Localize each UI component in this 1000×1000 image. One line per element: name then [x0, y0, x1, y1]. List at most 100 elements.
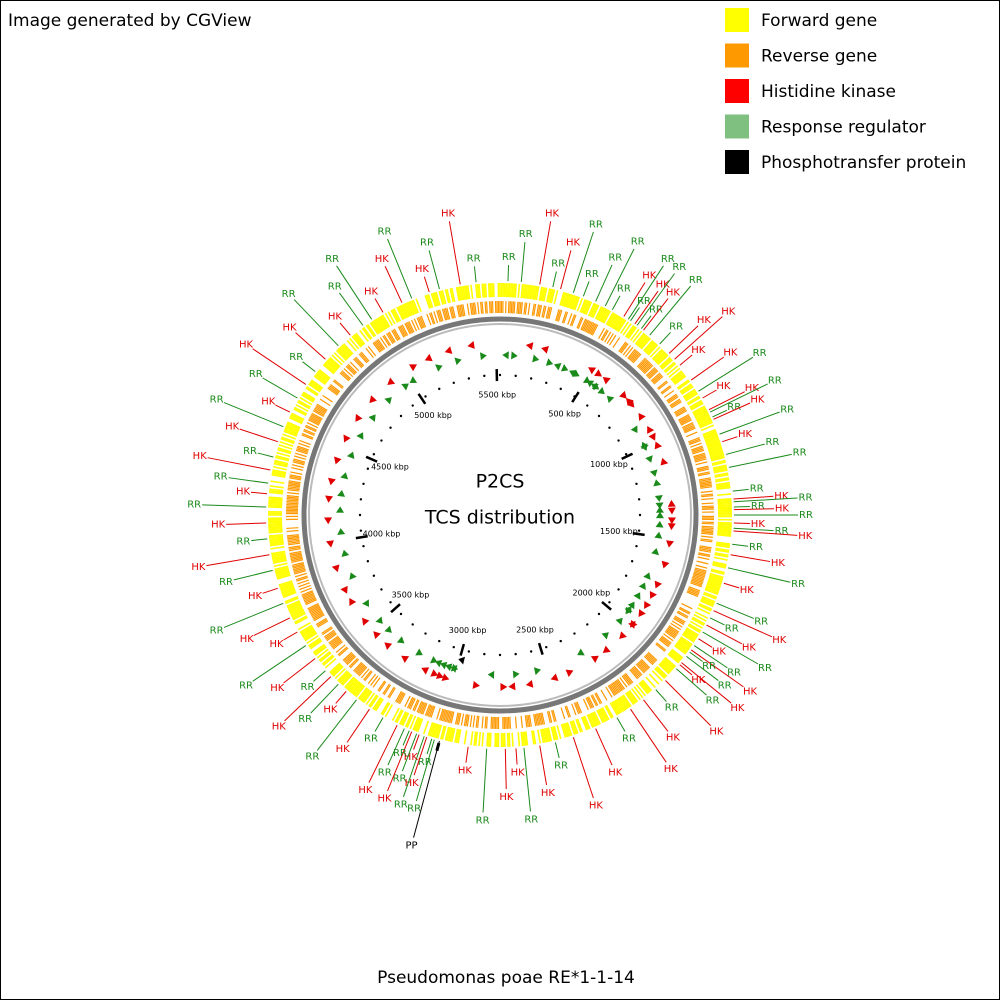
forward-gene — [717, 527, 732, 531]
forward-gene — [597, 307, 606, 321]
feature-label: HK — [589, 801, 604, 812]
forward-gene — [351, 682, 362, 695]
forward-gene — [375, 698, 384, 712]
forward-gene — [633, 686, 644, 699]
feature-line — [630, 307, 640, 322]
feature-label: HK — [608, 767, 623, 778]
forward-gene — [676, 379, 690, 389]
scale-dot — [529, 650, 533, 653]
forward-gene — [602, 310, 612, 324]
feature-line — [713, 402, 751, 420]
forward-gene — [710, 453, 725, 459]
forward-gene — [409, 715, 417, 730]
forward-gene — [297, 399, 311, 409]
forward-gene — [342, 343, 354, 355]
forward-gene — [707, 580, 722, 586]
reverse-gene — [598, 327, 605, 339]
feature-line — [283, 631, 298, 641]
feature-label: HK — [270, 639, 285, 650]
forward-gene — [689, 399, 703, 409]
reverse-gene — [474, 302, 477, 315]
reverse-gene — [680, 417, 692, 425]
forward-gene — [716, 485, 731, 489]
reverse-gene — [582, 319, 589, 332]
forward-gene — [331, 664, 343, 676]
reverse-gene — [680, 419, 692, 426]
forward-gene — [483, 283, 486, 298]
reverse-gene — [563, 311, 569, 324]
reverse-gene — [490, 716, 493, 729]
feature-line — [716, 602, 754, 619]
forward-gene — [277, 448, 292, 455]
reverse-gene — [667, 627, 678, 636]
forward-gene — [715, 483, 731, 487]
reverse-gene — [619, 342, 628, 353]
reverse-gene — [472, 715, 476, 728]
reverse-gene — [315, 404, 327, 413]
reverse-gene — [322, 394, 333, 403]
feature-arrow — [560, 364, 569, 372]
reverse-gene — [600, 329, 608, 341]
feature-label: HK — [211, 520, 226, 531]
feature-label: HK — [336, 744, 351, 755]
forward-gene — [674, 375, 687, 386]
feature-arrow — [597, 386, 605, 395]
feature-line — [686, 655, 719, 681]
feature-line — [339, 292, 364, 326]
reverse-gene — [296, 446, 309, 452]
reverse-gene — [450, 306, 455, 319]
scale-dot — [372, 453, 376, 456]
reverse-gene — [302, 592, 315, 599]
reverse-gene — [378, 681, 387, 692]
forward-gene — [594, 306, 603, 320]
forward-gene — [399, 711, 407, 725]
reverse-gene — [688, 438, 701, 444]
forward-gene — [517, 283, 521, 298]
feature-arrow — [640, 443, 648, 451]
forward-gene — [697, 416, 711, 425]
forward-gene — [538, 286, 543, 301]
reverse-gene — [436, 310, 441, 323]
feature-line — [690, 649, 744, 688]
feature-line — [679, 664, 693, 676]
forward-gene — [535, 286, 540, 301]
feature-arrow — [661, 560, 670, 569]
forward-gene — [705, 436, 719, 443]
forward-gene — [609, 314, 619, 328]
forward-gene — [704, 588, 719, 596]
reverse-gene — [339, 372, 350, 382]
forward-gene — [413, 717, 421, 732]
forward-gene — [322, 655, 335, 666]
feature-label: RR — [249, 369, 263, 380]
forward-gene — [613, 700, 623, 714]
reverse-gene — [301, 591, 314, 598]
forward-gene — [680, 384, 693, 394]
reverse-gene — [322, 627, 333, 636]
reverse-gene — [372, 342, 381, 353]
feature-arrow — [336, 506, 345, 513]
forward-gene — [648, 673, 660, 685]
reverse-gene — [629, 669, 639, 680]
forward-gene — [614, 699, 624, 713]
forward-gene — [269, 538, 284, 542]
reverse-gene — [420, 702, 427, 715]
forward-gene — [268, 501, 283, 504]
feature-line — [402, 730, 410, 746]
feature-line — [659, 331, 672, 345]
scale-dot — [637, 529, 641, 532]
forward-gene — [712, 564, 727, 569]
feature-line — [426, 738, 433, 755]
reverse-gene — [698, 552, 711, 556]
feature-line — [723, 582, 740, 589]
forward-gene — [330, 663, 342, 675]
forward-gene — [569, 721, 576, 735]
reverse-gene — [379, 337, 388, 348]
reverse-gene — [304, 596, 316, 603]
forward-gene — [268, 530, 283, 534]
reverse-gene — [526, 715, 529, 728]
feature-label: HK — [775, 504, 790, 515]
forward-gene — [681, 633, 695, 643]
forward-gene — [284, 427, 299, 435]
forward-gene — [487, 732, 491, 747]
forward-gene — [680, 636, 693, 646]
